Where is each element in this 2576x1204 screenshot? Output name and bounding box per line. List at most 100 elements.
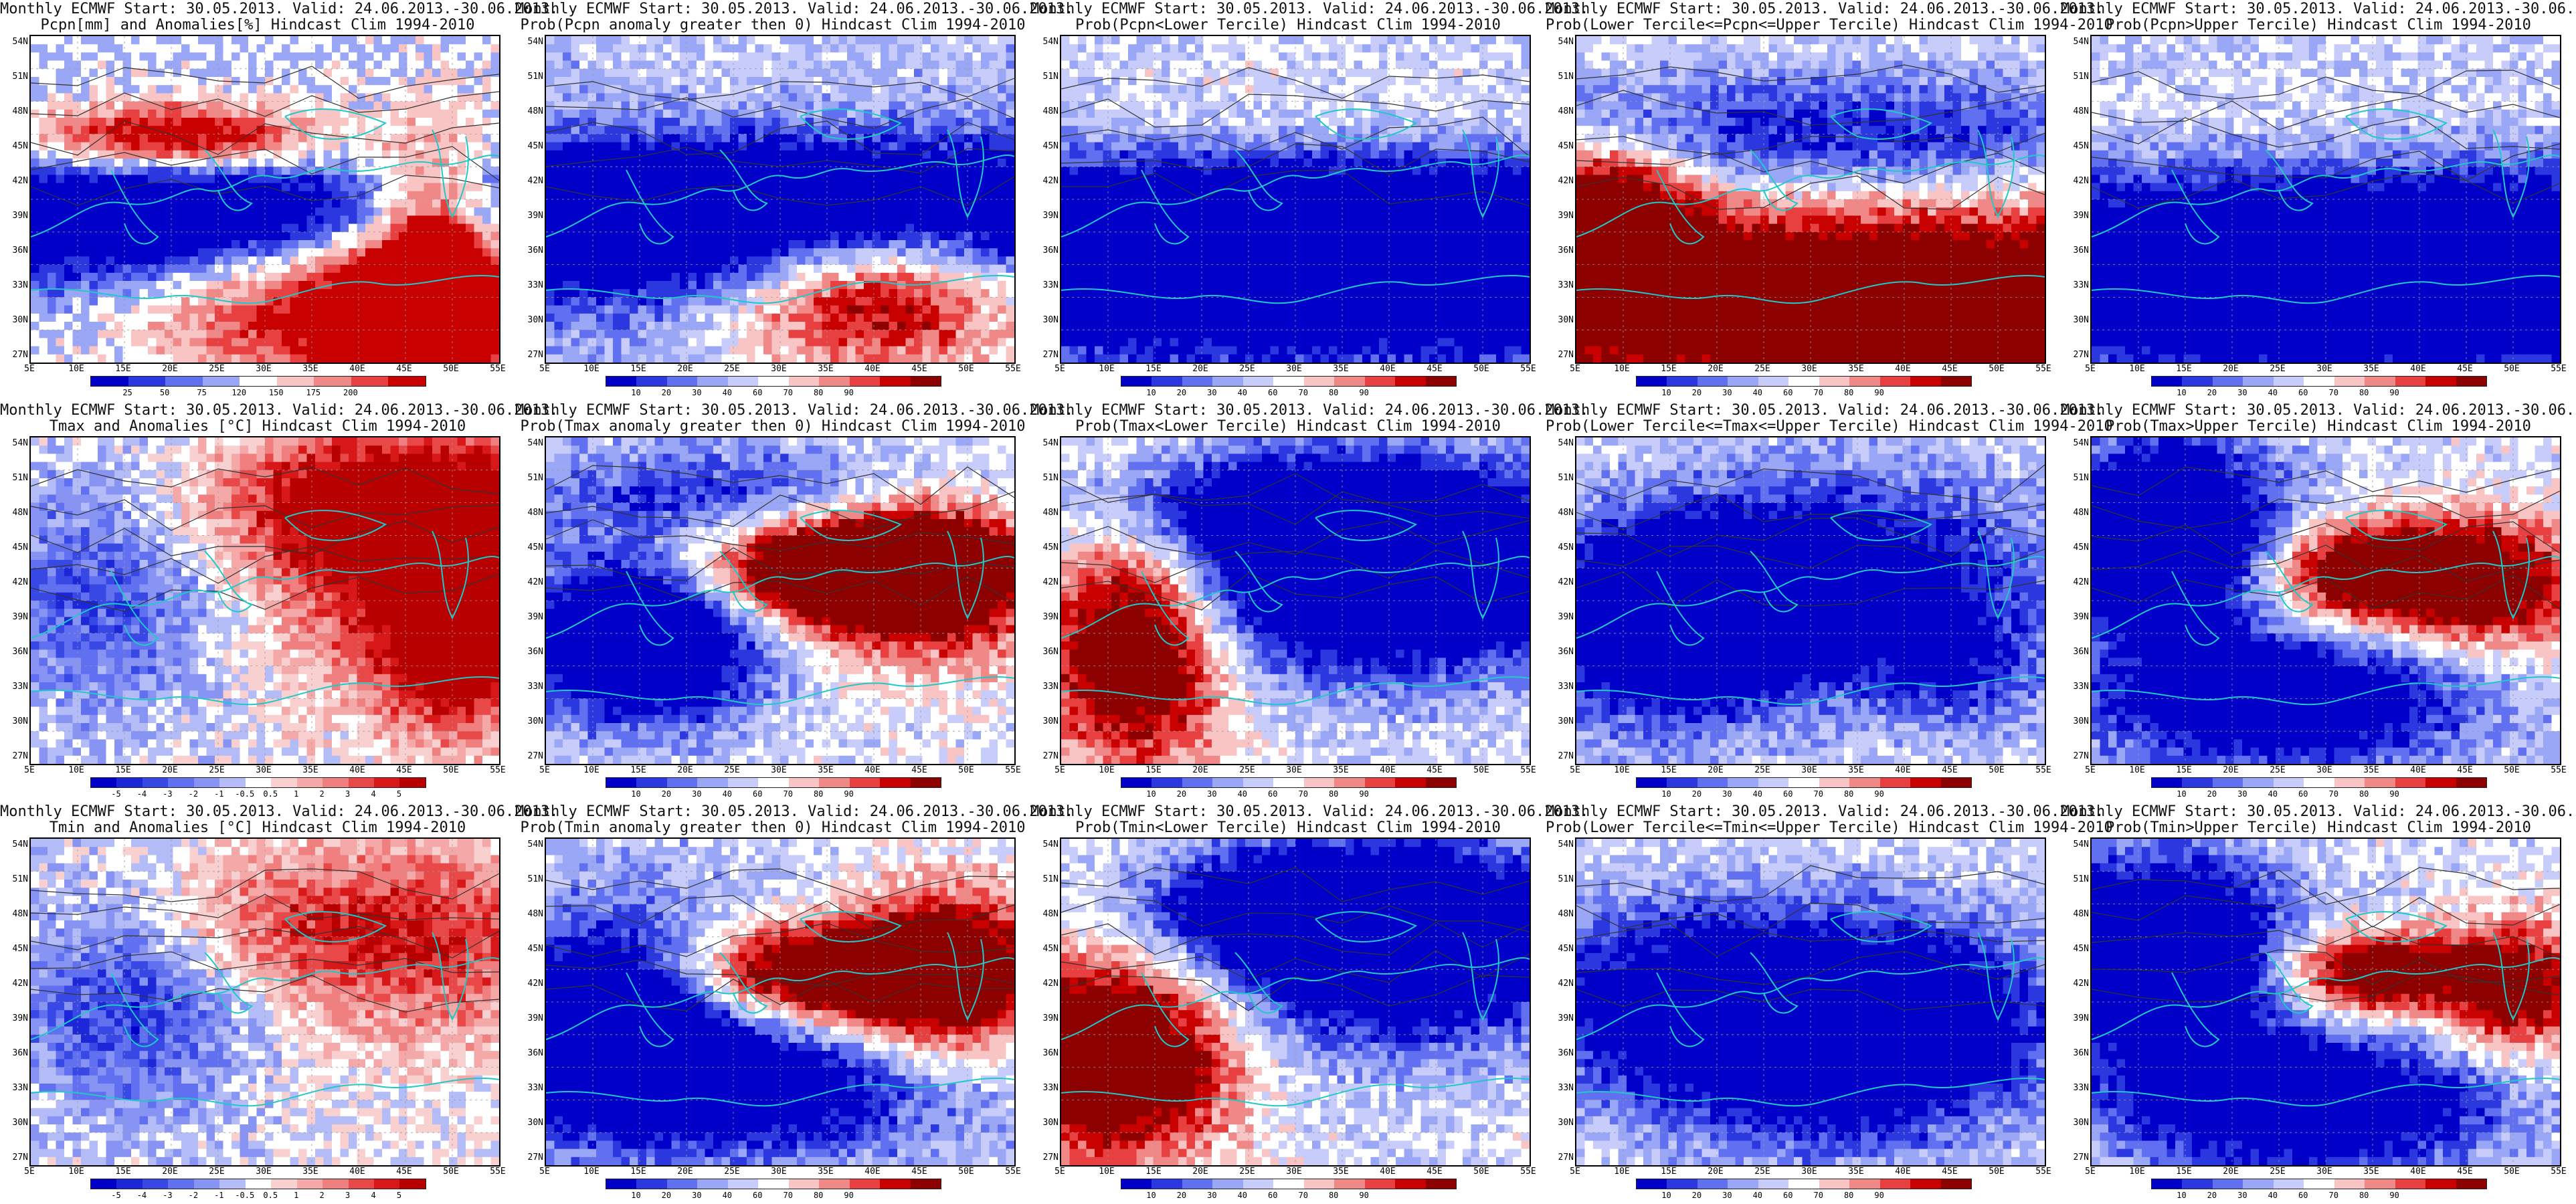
latitude-label: 39N (1034, 612, 1059, 622)
legend-swatch (1637, 778, 1667, 787)
latitude-label: 51N (1034, 473, 1059, 483)
latitude-label: 42N (1034, 577, 1059, 587)
longitude-label: 35E (812, 1167, 839, 1177)
legend-tick-label: -2 (189, 789, 198, 799)
legend-swatch (606, 778, 637, 787)
latitude-label: 39N (1550, 612, 1574, 622)
latitude-label: 54N (4, 37, 28, 47)
longitude-label: 15E (1140, 364, 1167, 374)
latitude-label: 51N (1034, 72, 1059, 82)
latitude-label: 42N (519, 176, 543, 186)
legend-tick-label: 175 (306, 388, 320, 397)
legend-tick-label: 10 (631, 789, 640, 799)
longitude-label: 50E (1983, 364, 2010, 374)
legend-tick-label: -1 (214, 789, 223, 799)
legend-swatch (1212, 377, 1243, 386)
longitude-label: 20E (1187, 765, 1214, 775)
longitude-label: 45E (2452, 1167, 2478, 1177)
legend-swatch (1788, 377, 1819, 386)
longitude-label: 40E (1890, 364, 1916, 374)
latitude-label: 30N (2065, 716, 2089, 726)
longitude-label: 55E (1000, 1167, 1026, 1177)
legend-swatch (2334, 1179, 2365, 1189)
legend-swatch (636, 377, 667, 386)
legend-swatch (1728, 377, 1758, 386)
latitude-label: 51N (519, 72, 543, 82)
longitude-label: 5E (1562, 765, 1588, 775)
map-plot-area (29, 837, 500, 1167)
legend-swatch (636, 1179, 667, 1189)
legend-swatch (788, 778, 820, 787)
longitude-label: 40E (1374, 765, 1401, 775)
legend-swatch (819, 778, 850, 787)
panel-title: Monthly ECMWF Start: 30.05.2013. Valid: … (1030, 804, 1588, 820)
legend-swatch (1273, 1179, 1304, 1189)
longitude-label: 30E (2311, 1167, 2338, 1177)
legend-tick-label: 0.5 (263, 1191, 278, 1200)
legend-swatch (2456, 1179, 2486, 1189)
map-plot-area (1060, 35, 1531, 364)
legend-swatch (880, 377, 911, 386)
color-legend-bar (1636, 376, 1972, 387)
legend-tick-label: 70 (1813, 388, 1823, 397)
longitude-label: 40E (1890, 1167, 1916, 1177)
longitude-label: 40E (2405, 1167, 2431, 1177)
longitude-label: 5E (531, 1167, 558, 1177)
map-plot-area (545, 837, 1016, 1167)
longitude-label: 10E (2124, 1167, 2150, 1177)
legend-swatch (788, 1179, 820, 1189)
legend-tick-label: 5 (397, 1191, 401, 1200)
latitude-label: 39N (2065, 1013, 2089, 1023)
latitude-label: 36N (1034, 647, 1059, 657)
longitude-label: 15E (625, 1167, 652, 1177)
legend-tick-label: 40 (2268, 789, 2278, 799)
latitude-label: 30N (1034, 315, 1059, 325)
latitude-label: 30N (1034, 1118, 1059, 1128)
longitude-label: 45E (391, 765, 418, 775)
legend-tick-label: 80 (814, 1191, 823, 1200)
latitude-label: 39N (1550, 1013, 1574, 1023)
panel-subtitle: Prob(Tmax anomaly greater then 0) Hindca… (515, 419, 1030, 435)
panel-subtitle: Prob(Lower Tercile<=Tmax<=Upper Tercile)… (1546, 419, 2113, 435)
latitude-label: 54N (1034, 37, 1059, 47)
longitude-label: 25E (1234, 364, 1261, 374)
legend-tick-label: 60 (1268, 789, 1277, 799)
longitude-label: 15E (1655, 765, 1682, 775)
longitude-label: 45E (2452, 364, 2478, 374)
color-legend-bar (1636, 777, 1972, 788)
legend-tick-label: 150 (269, 388, 284, 397)
legend-tick-label: 30 (2237, 1191, 2247, 1200)
latitude-label: 27N (2065, 350, 2089, 360)
legend-tick-label: 40 (723, 789, 732, 799)
latitude-label: 36N (4, 647, 28, 657)
panel-subtitle: Prob(Lower Tercile<=Tmin<=Upper Tercile)… (1546, 820, 2113, 836)
latitude-label: 48N (519, 909, 543, 919)
legend-swatch (1395, 778, 1426, 787)
longitude-label: 50E (953, 364, 980, 374)
legend-tick-label: 90 (2389, 1191, 2399, 1200)
legend-swatch (849, 377, 881, 386)
latitude-label: 30N (1550, 716, 1574, 726)
legend-tick-label: 70 (783, 388, 792, 397)
longitude-label: 25E (719, 1167, 745, 1177)
legend-swatch (2152, 377, 2183, 386)
legend-tick-label: 80 (814, 388, 823, 397)
legend-swatch (788, 377, 820, 386)
legend-tick-label: 80 (814, 789, 823, 799)
legend-tick-label: 60 (2298, 388, 2308, 397)
latitude-label: 54N (1034, 438, 1059, 448)
latitude-label: 51N (4, 874, 28, 884)
panel-title: Monthly ECMWF Start: 30.05.2013. Valid: … (0, 1, 558, 17)
legend-tick-label: 2 (320, 789, 325, 799)
legend-swatch (2425, 778, 2456, 787)
latitude-label: 30N (4, 1118, 28, 1128)
legend-swatch (1182, 1179, 1213, 1189)
latitude-label: 42N (1034, 979, 1059, 989)
longitude-label: 20E (1187, 1167, 1214, 1177)
legend-tick-label: 70 (1813, 1191, 1823, 1200)
legend-tick-label: 90 (2389, 789, 2399, 799)
legend-swatch (1121, 1179, 1152, 1189)
latitude-label: 45N (4, 141, 28, 151)
color-legend-bar (1121, 777, 1457, 788)
legend-tick-label: 10 (1661, 388, 1671, 397)
